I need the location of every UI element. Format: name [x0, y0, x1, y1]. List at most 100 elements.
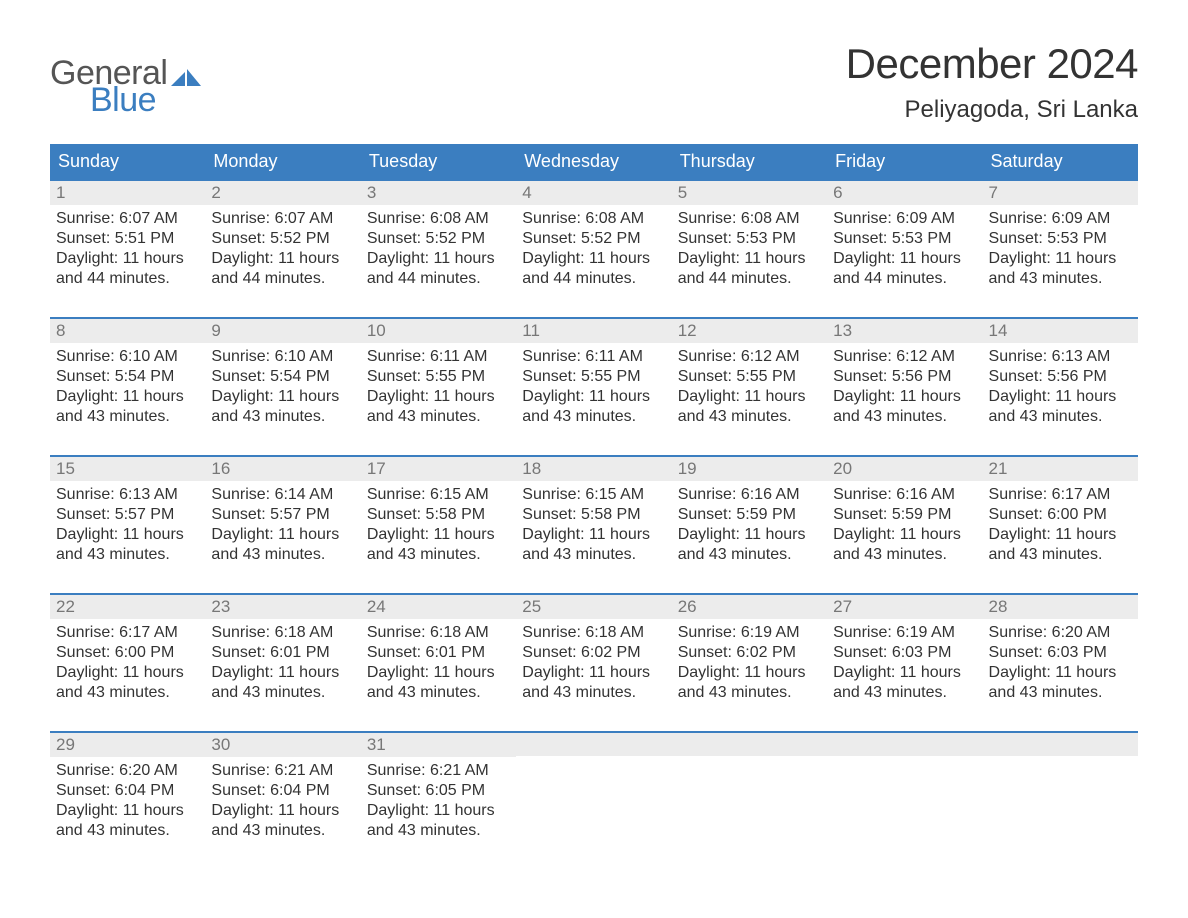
calendar-day-cell: 6Sunrise: 6:09 AMSunset: 5:53 PMDaylight… — [827, 179, 982, 317]
day-number: 14 — [983, 317, 1138, 343]
day-details: Sunrise: 6:09 AMSunset: 5:53 PMDaylight:… — [827, 205, 982, 317]
day-number: 21 — [983, 455, 1138, 481]
day-number: 12 — [672, 317, 827, 343]
daylight-line: Daylight: 11 hours — [56, 387, 199, 407]
day-number: 7 — [983, 179, 1138, 205]
calendar-day-cell: 11Sunrise: 6:11 AMSunset: 5:55 PMDayligh… — [516, 317, 671, 455]
calendar-week-row: 8Sunrise: 6:10 AMSunset: 5:54 PMDaylight… — [50, 317, 1138, 455]
calendar-week-row: 22Sunrise: 6:17 AMSunset: 6:00 PMDayligh… — [50, 593, 1138, 731]
empty-day-body — [983, 756, 1138, 788]
sunrise-line: Sunrise: 6:08 AM — [367, 209, 510, 229]
daylight-line: Daylight: 11 hours — [56, 663, 199, 683]
day-header: Sunday — [50, 144, 205, 179]
daylight-line: Daylight: 11 hours — [522, 525, 665, 545]
calendar-day-cell: 25Sunrise: 6:18 AMSunset: 6:02 PMDayligh… — [516, 593, 671, 731]
sunset-line: Sunset: 6:00 PM — [989, 505, 1132, 525]
sunrise-line: Sunrise: 6:12 AM — [833, 347, 976, 367]
day-number: 10 — [361, 317, 516, 343]
day-details: Sunrise: 6:10 AMSunset: 5:54 PMDaylight:… — [50, 343, 205, 455]
day-details: Sunrise: 6:18 AMSunset: 6:01 PMDaylight:… — [361, 619, 516, 731]
day-details: Sunrise: 6:13 AMSunset: 5:57 PMDaylight:… — [50, 481, 205, 593]
sunrise-line: Sunrise: 6:07 AM — [56, 209, 199, 229]
sunset-line: Sunset: 5:56 PM — [833, 367, 976, 387]
day-number: 6 — [827, 179, 982, 205]
day-details: Sunrise: 6:09 AMSunset: 5:53 PMDaylight:… — [983, 205, 1138, 317]
day-details: Sunrise: 6:15 AMSunset: 5:58 PMDaylight:… — [516, 481, 671, 593]
day-details: Sunrise: 6:07 AMSunset: 5:52 PMDaylight:… — [205, 205, 360, 317]
daylight-line: and 43 minutes. — [989, 269, 1132, 289]
calendar-day-cell: 16Sunrise: 6:14 AMSunset: 5:57 PMDayligh… — [205, 455, 360, 593]
title-block: December 2024 Peliyagoda, Sri Lanka — [846, 40, 1138, 124]
daylight-line: and 44 minutes. — [367, 269, 510, 289]
sunrise-line: Sunrise: 6:16 AM — [678, 485, 821, 505]
daylight-line: Daylight: 11 hours — [367, 525, 510, 545]
sunset-line: Sunset: 5:55 PM — [678, 367, 821, 387]
daylight-line: Daylight: 11 hours — [367, 663, 510, 683]
sunrise-line: Sunrise: 6:12 AM — [678, 347, 821, 367]
daylight-line: and 43 minutes. — [56, 407, 199, 427]
day-number: 1 — [50, 179, 205, 205]
day-header: Thursday — [672, 144, 827, 179]
day-number: 13 — [827, 317, 982, 343]
calendar-day-cell: 2Sunrise: 6:07 AMSunset: 5:52 PMDaylight… — [205, 179, 360, 317]
sunset-line: Sunset: 6:01 PM — [211, 643, 354, 663]
empty-day-strip — [983, 731, 1138, 756]
calendar-day-cell: 3Sunrise: 6:08 AMSunset: 5:52 PMDaylight… — [361, 179, 516, 317]
sunset-line: Sunset: 6:02 PM — [678, 643, 821, 663]
sunset-line: Sunset: 5:57 PM — [211, 505, 354, 525]
calendar-day-cell: 14Sunrise: 6:13 AMSunset: 5:56 PMDayligh… — [983, 317, 1138, 455]
sunset-line: Sunset: 6:05 PM — [367, 781, 510, 801]
day-number: 20 — [827, 455, 982, 481]
calendar-day-cell: 9Sunrise: 6:10 AMSunset: 5:54 PMDaylight… — [205, 317, 360, 455]
daylight-line: and 43 minutes. — [522, 683, 665, 703]
day-details: Sunrise: 6:11 AMSunset: 5:55 PMDaylight:… — [361, 343, 516, 455]
day-number: 31 — [361, 731, 516, 757]
sunrise-line: Sunrise: 6:09 AM — [833, 209, 976, 229]
daylight-line: and 43 minutes. — [56, 545, 199, 565]
day-header: Friday — [827, 144, 982, 179]
daylight-line: Daylight: 11 hours — [211, 801, 354, 821]
day-details: Sunrise: 6:10 AMSunset: 5:54 PMDaylight:… — [205, 343, 360, 455]
daylight-line: Daylight: 11 hours — [211, 387, 354, 407]
day-number: 25 — [516, 593, 671, 619]
day-number: 4 — [516, 179, 671, 205]
daylight-line: Daylight: 11 hours — [989, 249, 1132, 269]
day-details: Sunrise: 6:17 AMSunset: 6:00 PMDaylight:… — [983, 481, 1138, 593]
daylight-line: and 43 minutes. — [833, 683, 976, 703]
sunrise-line: Sunrise: 6:10 AM — [56, 347, 199, 367]
daylight-line: and 43 minutes. — [989, 407, 1132, 427]
location-subtitle: Peliyagoda, Sri Lanka — [846, 96, 1138, 124]
calendar-day-cell: 21Sunrise: 6:17 AMSunset: 6:00 PMDayligh… — [983, 455, 1138, 593]
calendar-day-cell: 22Sunrise: 6:17 AMSunset: 6:00 PMDayligh… — [50, 593, 205, 731]
daylight-line: and 43 minutes. — [211, 683, 354, 703]
day-details: Sunrise: 6:18 AMSunset: 6:02 PMDaylight:… — [516, 619, 671, 731]
day-number: 11 — [516, 317, 671, 343]
calendar-day-cell: 29Sunrise: 6:20 AMSunset: 6:04 PMDayligh… — [50, 731, 205, 869]
daylight-line: Daylight: 11 hours — [833, 249, 976, 269]
calendar-day-cell: 31Sunrise: 6:21 AMSunset: 6:05 PMDayligh… — [361, 731, 516, 869]
sunrise-line: Sunrise: 6:21 AM — [211, 761, 354, 781]
daylight-line: and 43 minutes. — [678, 407, 821, 427]
page-header: General Blue December 2024 Peliyagoda, S… — [50, 40, 1138, 124]
daylight-line: Daylight: 11 hours — [367, 249, 510, 269]
sunset-line: Sunset: 5:56 PM — [989, 367, 1132, 387]
sunset-line: Sunset: 6:03 PM — [989, 643, 1132, 663]
day-number: 27 — [827, 593, 982, 619]
daylight-line: Daylight: 11 hours — [522, 249, 665, 269]
sunrise-line: Sunrise: 6:18 AM — [522, 623, 665, 643]
day-details: Sunrise: 6:08 AMSunset: 5:52 PMDaylight:… — [361, 205, 516, 317]
calendar-day-cell: 13Sunrise: 6:12 AMSunset: 5:56 PMDayligh… — [827, 317, 982, 455]
sunrise-line: Sunrise: 6:18 AM — [367, 623, 510, 643]
empty-day-body — [672, 756, 827, 788]
month-title: December 2024 — [846, 40, 1138, 88]
day-number: 24 — [361, 593, 516, 619]
sunrise-line: Sunrise: 6:11 AM — [367, 347, 510, 367]
sunset-line: Sunset: 5:59 PM — [833, 505, 976, 525]
sunrise-line: Sunrise: 6:19 AM — [833, 623, 976, 643]
daylight-line: and 44 minutes. — [522, 269, 665, 289]
sunrise-line: Sunrise: 6:14 AM — [211, 485, 354, 505]
calendar-day-cell: 8Sunrise: 6:10 AMSunset: 5:54 PMDaylight… — [50, 317, 205, 455]
day-details: Sunrise: 6:12 AMSunset: 5:55 PMDaylight:… — [672, 343, 827, 455]
sunset-line: Sunset: 5:52 PM — [211, 229, 354, 249]
day-details: Sunrise: 6:21 AMSunset: 6:05 PMDaylight:… — [361, 757, 516, 869]
